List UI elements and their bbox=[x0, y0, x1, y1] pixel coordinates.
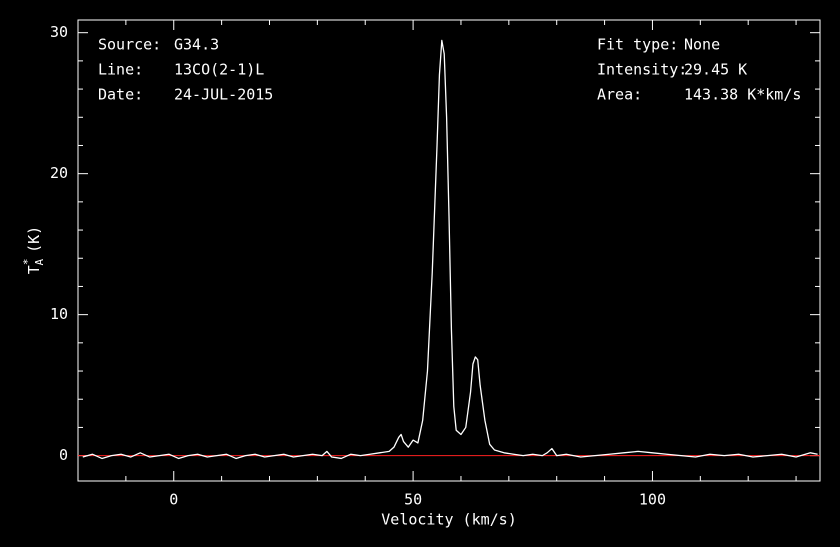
x-axis-label: Velocity (km/s) bbox=[381, 511, 516, 529]
annotation-label: Area: bbox=[597, 86, 642, 104]
x-tick-label: 50 bbox=[404, 491, 422, 509]
y-label-unit: (K) bbox=[25, 226, 43, 253]
spectrum-line bbox=[82, 39, 818, 460]
annotation-label: Date: bbox=[98, 86, 143, 104]
annotation-value: 13CO(2-1)L bbox=[174, 61, 264, 79]
annotation-value: None bbox=[684, 36, 720, 54]
annotation-value: 29.45 K bbox=[684, 61, 747, 79]
annotation-label: Intensity: bbox=[597, 61, 687, 79]
x-tick-label: 100 bbox=[639, 491, 666, 509]
annotation-value: 24-JUL-2015 bbox=[174, 86, 273, 104]
annotation-value: G34.3 bbox=[174, 36, 219, 54]
x-tick-label: 0 bbox=[169, 491, 178, 509]
y-tick-label: 0 bbox=[59, 446, 68, 464]
y-axis-label: T*A (K) bbox=[21, 226, 46, 274]
y-tick-label: 10 bbox=[50, 305, 68, 323]
plot-frame bbox=[77, 19, 821, 482]
annotation-label: Source: bbox=[98, 36, 161, 54]
y-label-superscript: * bbox=[21, 259, 34, 266]
annotation-label: Fit type: bbox=[597, 36, 678, 54]
annotation-label: Line: bbox=[98, 61, 143, 79]
annotation-value: 143.38 K*km/s bbox=[684, 86, 801, 104]
y-tick-label: 30 bbox=[50, 23, 68, 41]
y-tick-label: 20 bbox=[50, 164, 68, 182]
y-label-symbol: T bbox=[25, 265, 43, 274]
y-label-subscript: A bbox=[33, 259, 46, 266]
